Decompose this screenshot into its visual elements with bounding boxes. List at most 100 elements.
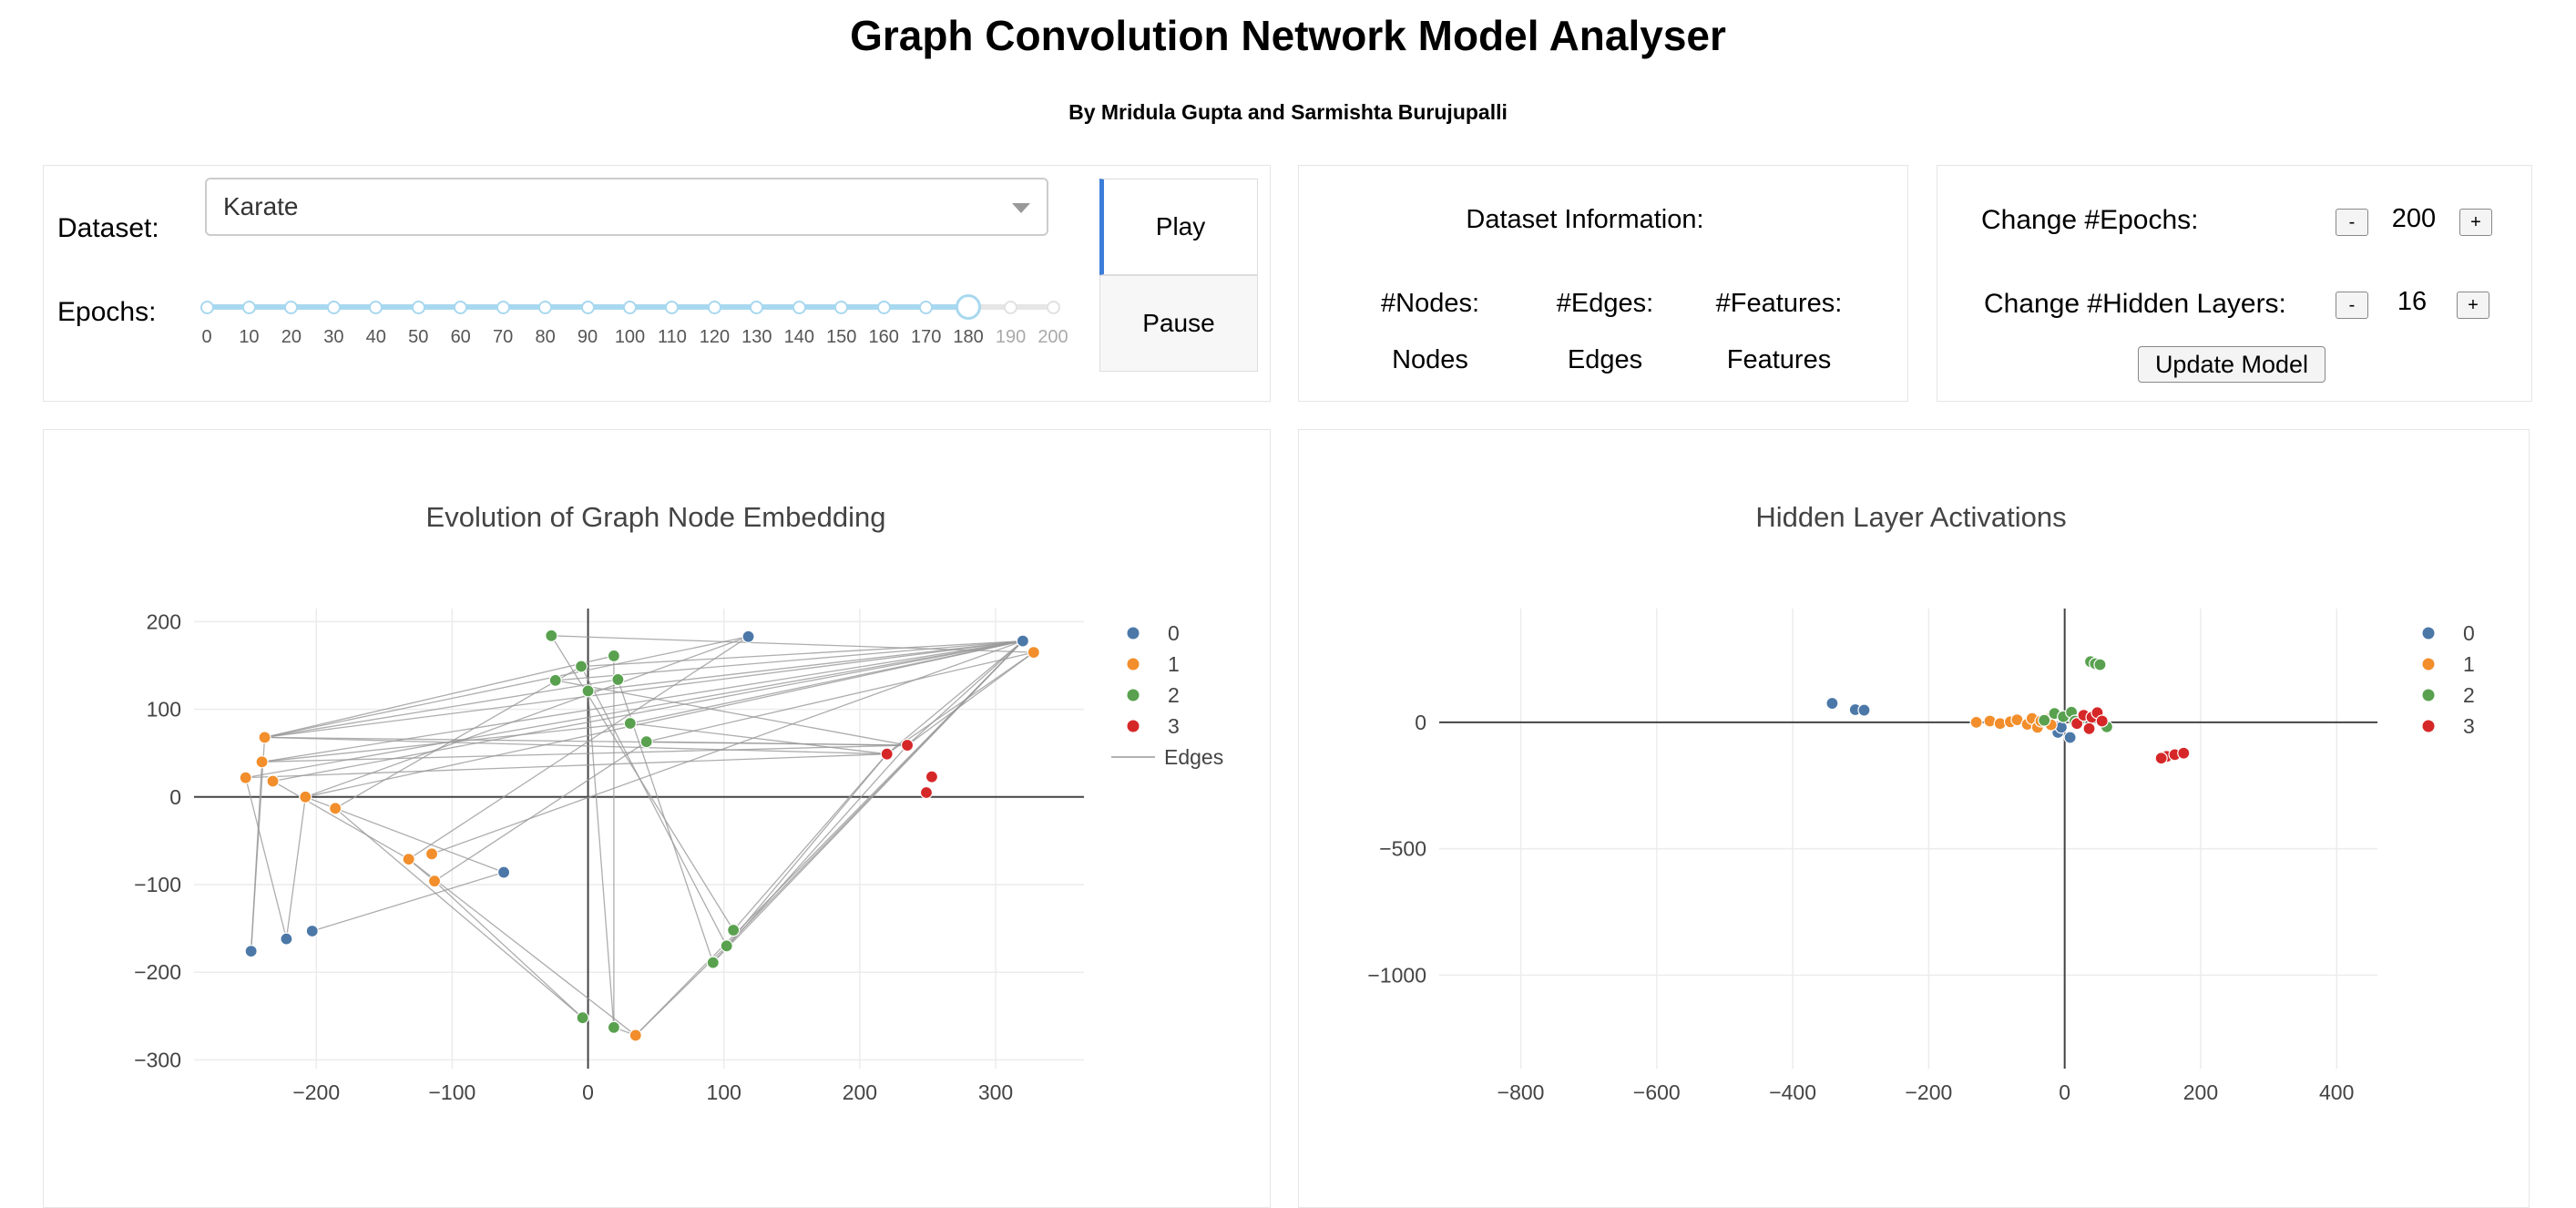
slider-mark[interactable] bbox=[792, 300, 806, 314]
legend-label[interactable]: 0 bbox=[2463, 621, 2475, 645]
node-point[interactable] bbox=[2070, 717, 2084, 731]
epochs-decrement-button[interactable]: - bbox=[2336, 209, 2368, 236]
node-point[interactable] bbox=[1857, 703, 1871, 717]
node-point[interactable] bbox=[329, 802, 342, 815]
node-point[interactable] bbox=[919, 785, 934, 800]
node-point[interactable] bbox=[266, 774, 280, 788]
slider-mark[interactable] bbox=[454, 300, 468, 314]
slider-mark[interactable] bbox=[326, 300, 341, 314]
slider-mark[interactable] bbox=[411, 300, 425, 314]
slider-mark[interactable] bbox=[834, 300, 849, 314]
x-tick-label: 200 bbox=[843, 1080, 877, 1104]
node-point[interactable] bbox=[545, 629, 558, 642]
node-point[interactable] bbox=[629, 1029, 642, 1042]
node-point[interactable] bbox=[427, 875, 442, 888]
edge-line bbox=[886, 651, 1035, 755]
slider-mark[interactable] bbox=[369, 300, 383, 314]
node-point[interactable] bbox=[581, 684, 595, 698]
edge-line bbox=[906, 651, 1035, 746]
legend-label[interactable]: 2 bbox=[2463, 683, 2475, 707]
node-point[interactable] bbox=[727, 923, 741, 937]
legend-swatch[interactable] bbox=[2422, 627, 2435, 640]
play-button[interactable]: Play bbox=[1099, 179, 1258, 275]
node-point[interactable] bbox=[2063, 731, 2077, 744]
activations-chart[interactable]: Hidden Layer Activations −800 −600 −400 −200… bbox=[1298, 429, 2530, 1203]
slider-mark[interactable] bbox=[665, 300, 680, 314]
legend-swatch[interactable] bbox=[2422, 658, 2435, 671]
slider-mark[interactable] bbox=[538, 300, 553, 314]
node-point[interactable] bbox=[741, 630, 755, 643]
node-point[interactable] bbox=[255, 755, 269, 769]
hidden-increment-button[interactable]: + bbox=[2457, 292, 2489, 319]
node-point[interactable] bbox=[607, 1020, 621, 1034]
node-point[interactable] bbox=[607, 649, 621, 663]
node-point[interactable] bbox=[900, 738, 915, 752]
node-point[interactable] bbox=[548, 673, 562, 687]
node-point[interactable] bbox=[424, 847, 439, 861]
slider-mark[interactable] bbox=[623, 300, 637, 314]
node-point[interactable] bbox=[1027, 645, 1040, 660]
node-point[interactable] bbox=[925, 770, 939, 783]
legend-swatch[interactable] bbox=[1127, 658, 1140, 671]
node-point[interactable] bbox=[639, 735, 653, 749]
legend-swatch[interactable] bbox=[2422, 720, 2435, 732]
slider-mark[interactable] bbox=[919, 300, 934, 314]
node-point[interactable] bbox=[1016, 634, 1029, 648]
edge-line bbox=[312, 871, 505, 932]
legend-swatch[interactable] bbox=[1127, 689, 1140, 701]
hidden-decrement-button[interactable]: - bbox=[2336, 292, 2368, 319]
slider-mark[interactable] bbox=[199, 300, 214, 314]
node-point[interactable] bbox=[244, 945, 258, 958]
legend-label[interactable]: 1 bbox=[2463, 652, 2475, 676]
legend-swatch[interactable] bbox=[2422, 689, 2435, 701]
legend-label[interactable]: 1 bbox=[1168, 652, 1180, 676]
x-tick-label: −200 bbox=[292, 1080, 340, 1104]
slider-mark[interactable] bbox=[750, 300, 764, 314]
epochs-increment-button[interactable]: + bbox=[2459, 209, 2492, 236]
legend-label[interactable]: 3 bbox=[2463, 714, 2475, 738]
node-point[interactable] bbox=[258, 731, 271, 744]
node-point[interactable] bbox=[623, 716, 637, 731]
node-point[interactable] bbox=[2082, 722, 2096, 735]
slider-mark[interactable] bbox=[284, 300, 299, 314]
slider-mark[interactable] bbox=[1046, 300, 1060, 314]
hidden-layers-label: Change #Hidden Layers: bbox=[1984, 289, 2286, 319]
edge-line bbox=[906, 640, 1024, 746]
node-point[interactable] bbox=[611, 672, 625, 687]
slider-mark[interactable] bbox=[580, 300, 595, 314]
node-point[interactable] bbox=[2177, 746, 2191, 760]
node-point[interactable] bbox=[720, 939, 733, 953]
update-model-button[interactable]: Update Model bbox=[2138, 346, 2326, 383]
node-point[interactable] bbox=[2095, 714, 2109, 728]
pause-button[interactable]: Pause bbox=[1099, 275, 1258, 372]
legend-swatch[interactable] bbox=[1127, 720, 1140, 732]
slider-mark[interactable] bbox=[876, 300, 891, 314]
node-point[interactable] bbox=[402, 853, 415, 866]
node-point[interactable] bbox=[2038, 713, 2051, 727]
legend-swatch[interactable] bbox=[1127, 627, 1140, 640]
node-point[interactable] bbox=[280, 932, 293, 946]
node-point[interactable] bbox=[575, 660, 588, 673]
node-point[interactable] bbox=[1969, 715, 1983, 729]
slider-handle[interactable] bbox=[956, 294, 982, 320]
node-point[interactable] bbox=[706, 956, 720, 969]
legend-label[interactable]: 2 bbox=[1168, 683, 1180, 707]
legend-label[interactable]: 0 bbox=[1168, 621, 1180, 645]
node-point[interactable] bbox=[2093, 658, 2107, 671]
dataset-select[interactable]: Karate bbox=[205, 178, 1048, 236]
slider-mark[interactable] bbox=[241, 300, 256, 314]
node-point[interactable] bbox=[299, 790, 312, 804]
node-point[interactable] bbox=[576, 1011, 589, 1025]
slider-mark[interactable] bbox=[707, 300, 721, 314]
legend-label[interactable]: 3 bbox=[1168, 714, 1180, 738]
node-point[interactable] bbox=[880, 747, 894, 761]
node-point[interactable] bbox=[239, 771, 252, 784]
node-point[interactable] bbox=[496, 865, 511, 879]
node-point[interactable] bbox=[1825, 696, 1839, 711]
y-tick-label: −300 bbox=[134, 1048, 181, 1071]
node-point[interactable] bbox=[305, 924, 319, 938]
node-point[interactable] bbox=[2154, 752, 2168, 765]
embedding-chart[interactable]: Evolution of Graph Node Embedding −200 −10… bbox=[43, 429, 1271, 1203]
slider-mark[interactable] bbox=[496, 300, 510, 314]
slider-mark[interactable] bbox=[1004, 300, 1018, 314]
